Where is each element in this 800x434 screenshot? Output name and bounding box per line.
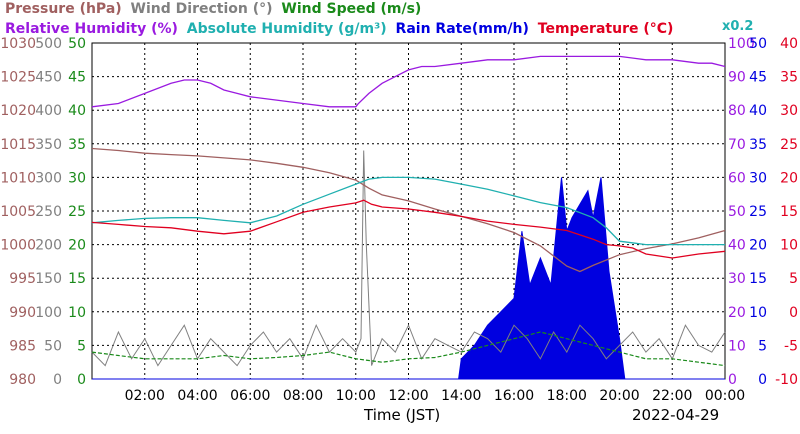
x-tick-label: 04:00 xyxy=(177,388,217,404)
temperature-tick-label: 25 xyxy=(780,137,798,153)
pressure-tick-label: 1015 xyxy=(0,137,36,153)
relative-humidity-tick-label: 100 xyxy=(728,36,755,52)
pressure-tick-label: 980 xyxy=(9,372,36,388)
pressure-tick-label: 985 xyxy=(9,338,36,354)
x-tick-label: 08:00 xyxy=(283,388,323,404)
pressure-tick-label: 990 xyxy=(9,305,36,321)
wind-speed-tick-label: 40 xyxy=(68,103,86,119)
rain-rate-tick-label: 0 xyxy=(758,372,767,388)
wind-direction-tick-label: 150 xyxy=(35,271,62,287)
x-tick-label: 22:00 xyxy=(652,388,692,404)
wind-speed-tick-label: 45 xyxy=(68,70,86,86)
relative-humidity-tick-label: 10 xyxy=(728,338,746,354)
series-wind-direction-line xyxy=(91,150,726,367)
temperature-tick-label: 10 xyxy=(780,238,798,254)
wind-direction-tick-label: 250 xyxy=(35,204,62,220)
rain-rate-tick-label: 10 xyxy=(749,305,767,321)
date-label: 2022-04-29 xyxy=(632,406,720,424)
temperature-tick-label: -5 xyxy=(784,338,798,354)
legend-temperature: Temperature (°C) xyxy=(537,21,674,37)
legend-wind-speed: Wind Speed (m/s) xyxy=(281,1,422,17)
legend-pressure: Pressure (hPa) xyxy=(5,1,122,17)
relative-humidity-tick-label: 30 xyxy=(728,271,746,287)
wind-speed-tick-label: 0 xyxy=(77,372,86,388)
wind-direction-tick-label: 0 xyxy=(53,372,62,388)
relative-humidity-tick-label: 20 xyxy=(728,305,746,321)
pressure-tick-label: 995 xyxy=(9,271,36,287)
x-tick-label: 14:00 xyxy=(441,388,481,404)
temperature-tick-label: 0 xyxy=(789,305,798,321)
x-tick-label: 18:00 xyxy=(547,388,587,404)
pressure-tick-label: 1005 xyxy=(0,204,36,220)
x-tick-label: 20:00 xyxy=(599,388,639,404)
wind-speed-tick-label: 15 xyxy=(68,271,86,287)
wind-direction-tick-label: 500 xyxy=(35,36,62,52)
relative-humidity-tick-label: 60 xyxy=(728,170,746,186)
legend-wind-direction: Wind Direction (°) xyxy=(130,1,273,17)
wind-speed-tick-label: 10 xyxy=(68,305,86,321)
wind-speed-tick-label: 50 xyxy=(68,36,86,52)
wind-direction-tick-label: 200 xyxy=(35,238,62,254)
legend-row-1: Pressure (hPa) Wind Direction (°) Wind S… xyxy=(5,1,425,17)
x-tick-label: 06:00 xyxy=(230,388,270,404)
wind-direction-tick-label: 350 xyxy=(35,137,62,153)
wind-direction-tick-label: 300 xyxy=(35,170,62,186)
wind-speed-tick-label: 25 xyxy=(68,204,86,220)
wind-direction-tick-label: 400 xyxy=(35,103,62,119)
legend-row-2: Relative Humidity (%) Absolute Humidity … xyxy=(5,21,677,37)
wind-direction-tick-label: 50 xyxy=(44,338,62,354)
temperature-tick-label: 30 xyxy=(780,103,798,119)
pressure-tick-label: 1030 xyxy=(0,36,36,52)
x-tick-label: 12:00 xyxy=(388,388,428,404)
pressure-tick-label: 1000 xyxy=(0,238,36,254)
x-tick-label: 10:00 xyxy=(336,388,376,404)
series-pressure-line xyxy=(91,147,726,273)
wind-speed-tick-label: 5 xyxy=(77,338,86,354)
rain-rate-tick-label: 50 xyxy=(749,36,767,52)
temperature-tick-label: 35 xyxy=(780,70,798,86)
rain-rate-tick-label: 45 xyxy=(749,70,767,86)
series-rain-rate-area xyxy=(92,177,725,380)
wind-speed-tick-label: 30 xyxy=(68,170,86,186)
relative-humidity-tick-label: 40 xyxy=(728,238,746,254)
x-axis-title: Time (JST) xyxy=(364,406,441,424)
legend-ah-scale-note: x0.2 xyxy=(722,19,754,34)
legend-rain-rate: Rain Rate(mm/h) xyxy=(395,21,529,37)
x-tick-label: 02:00 xyxy=(125,388,165,404)
x-tick-label: 16:00 xyxy=(494,388,534,404)
rain-rate-tick-label: 15 xyxy=(749,271,767,287)
series-temperature-line xyxy=(91,199,726,259)
rain-rate-tick-label: 30 xyxy=(749,170,767,186)
relative-humidity-tick-label: 70 xyxy=(728,137,746,153)
x-tick-label: 00:00 xyxy=(705,388,745,404)
relative-humidity-tick-label: 80 xyxy=(728,103,746,119)
series-absolute-humidity-line xyxy=(91,176,725,246)
relative-humidity-tick-label: 90 xyxy=(728,70,746,86)
series-relative-humidity-line xyxy=(91,55,726,108)
legend-relative-humidity: Relative Humidity (%) xyxy=(5,21,178,37)
wind-speed-tick-label: 35 xyxy=(68,137,86,153)
pressure-tick-label: 1010 xyxy=(0,170,36,186)
temperature-tick-label: 5 xyxy=(789,271,798,287)
temperature-tick-label: 40 xyxy=(780,36,798,52)
pressure-tick-label: 1020 xyxy=(0,103,36,119)
rain-rate-tick-label: 25 xyxy=(749,204,767,220)
rain-rate-tick-label: 35 xyxy=(749,137,767,153)
series-wind-speed-line xyxy=(91,331,726,367)
wind-direction-tick-label: 450 xyxy=(35,70,62,86)
wind-direction-tick-label: 100 xyxy=(35,305,62,321)
rain-rate-tick-label: 40 xyxy=(749,103,767,119)
relative-humidity-tick-label: 50 xyxy=(728,204,746,220)
temperature-tick-label: -10 xyxy=(775,372,798,388)
legend-absolute-humidity: Absolute Humidity (g/m³) xyxy=(186,21,387,37)
wind-speed-tick-label: 20 xyxy=(68,238,86,254)
rain-rate-tick-label: 5 xyxy=(758,338,767,354)
relative-humidity-tick-label: 0 xyxy=(728,372,737,388)
rain-rate-tick-label: 20 xyxy=(749,238,767,254)
temperature-tick-label: 15 xyxy=(780,204,798,220)
pressure-tick-label: 1025 xyxy=(0,70,36,86)
temperature-tick-label: 20 xyxy=(780,170,798,186)
